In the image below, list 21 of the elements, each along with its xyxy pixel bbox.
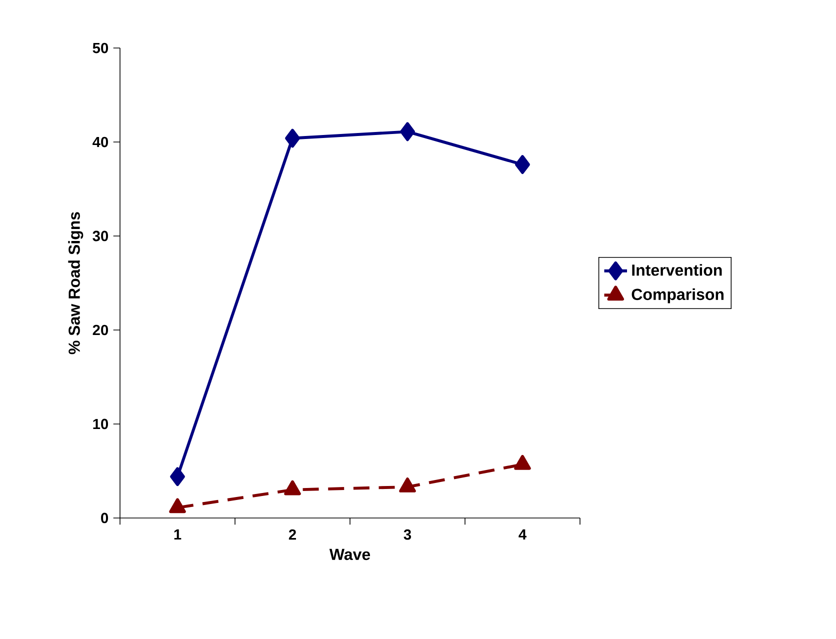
point	[169, 498, 186, 514]
y-tick-label: 50	[92, 42, 108, 54]
point	[399, 477, 416, 492]
y-tick-label: 0	[101, 512, 108, 524]
point	[285, 128, 300, 148]
y-tick-label: 10	[93, 418, 108, 430]
point	[515, 155, 530, 174]
y-tick-label: 20	[92, 324, 108, 336]
point	[514, 454, 531, 470]
x-axis-title: Wave	[329, 548, 370, 560]
x-tick-label: 3	[404, 529, 412, 540]
point	[284, 480, 301, 496]
y-tick-label: 30	[92, 230, 108, 242]
point	[400, 122, 415, 142]
y-axis-title: % Saw Road Signs	[68, 212, 84, 354]
x-tick-label: 1	[174, 529, 182, 540]
legend-label: Intervention	[632, 264, 722, 276]
legend-label: Comparison	[632, 288, 724, 304]
x-tick-label: 4	[518, 529, 526, 540]
x-tick-label: 2	[288, 529, 296, 540]
y-tick-label: 40	[92, 136, 108, 148]
